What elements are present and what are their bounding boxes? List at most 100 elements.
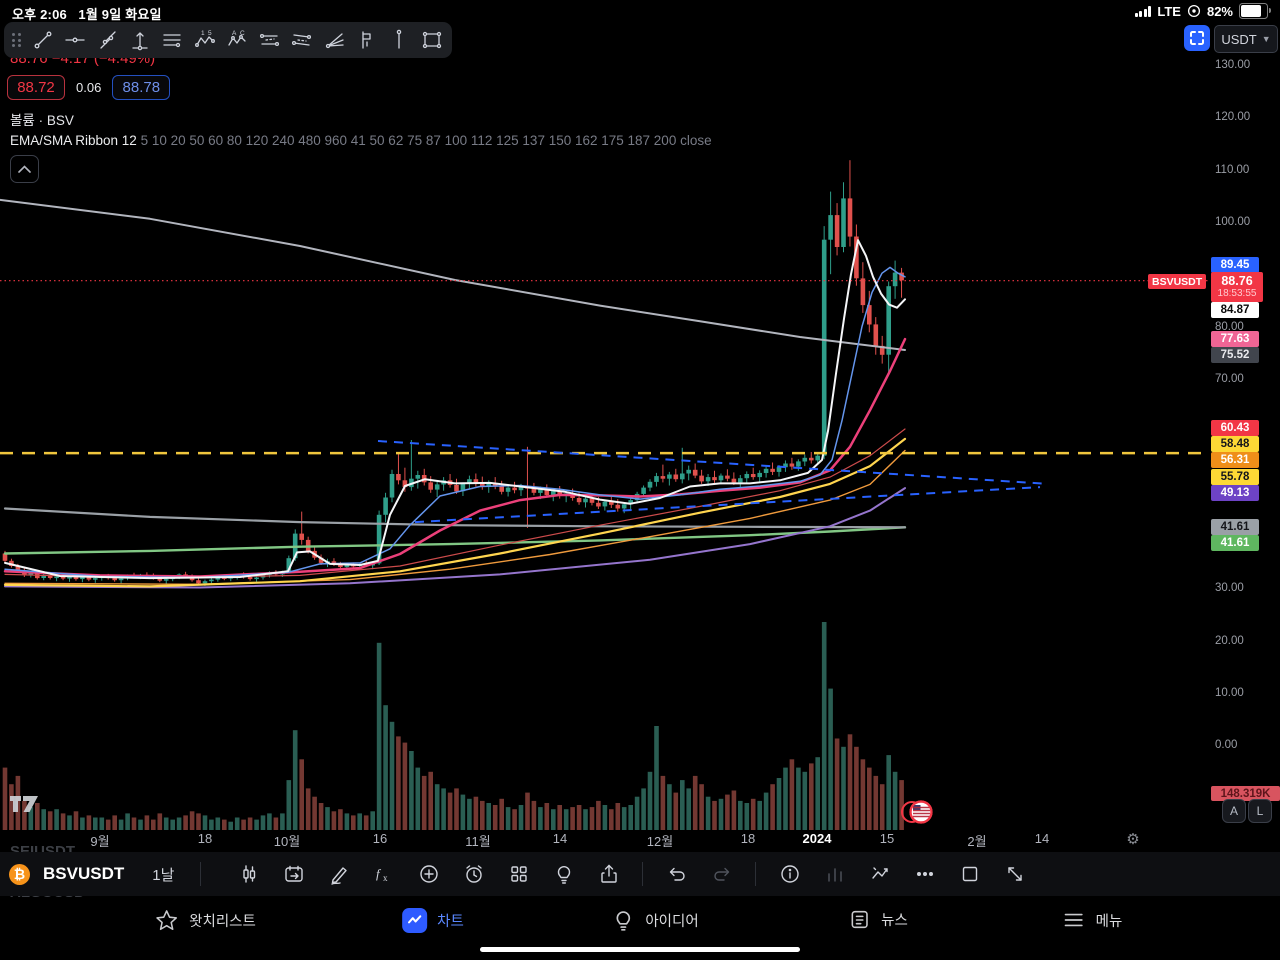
scale-button-a[interactable]: A: [1222, 799, 1246, 823]
trend-line-tool[interactable]: [29, 25, 57, 55]
nav-chart[interactable]: 차트: [402, 908, 464, 933]
alert-icon[interactable]: [462, 863, 485, 886]
divider: [642, 862, 644, 886]
layout-grid-icon[interactable]: [507, 863, 530, 886]
toolbar-drag-handle[interactable]: [12, 33, 21, 47]
multichart-icon[interactable]: [958, 863, 981, 886]
svg-text:f: f: [376, 866, 382, 881]
nav-menu-label: 메뉴: [1095, 913, 1123, 930]
bottom-navigation: 왓치리스트 차트 아이디어 뉴스 메뉴: [0, 898, 1280, 960]
vertical-arrow-tool[interactable]: [126, 25, 154, 55]
price-tick: 130.00: [1215, 59, 1251, 71]
time-tick: 9월: [90, 834, 110, 849]
divider: [200, 862, 202, 886]
horizontal-rays-tool[interactable]: [158, 25, 186, 55]
overlay-purple-ribbon: [4, 487, 906, 589]
nav-news[interactable]: 뉴스: [848, 908, 908, 931]
legend-collapse-button[interactable]: [10, 155, 39, 183]
news-icon: [851, 910, 868, 929]
scale-button-l[interactable]: L: [1248, 799, 1272, 823]
indicator-price-label: 58.48: [1211, 436, 1259, 452]
indicator-price-label: 55.78: [1211, 469, 1259, 485]
economic-event-flag-icon[interactable]: [901, 800, 933, 824]
ideas-bulb-icon[interactable]: [552, 863, 575, 886]
depth-chart-icon[interactable]: [823, 863, 846, 886]
ribbon-params: 5 10 20 50 60 80 120 240 480 960 41 50 6…: [136, 133, 712, 148]
overlay-green-ribbon: [3, 526, 907, 555]
redo-icon[interactable]: [710, 863, 733, 886]
horizontal-line-tool[interactable]: [61, 25, 89, 55]
volume-study-label[interactable]: 볼륨 · BSV: [10, 113, 74, 128]
volume-bars: [2, 622, 904, 830]
symbol-price-tag: BSVUSDT: [1148, 274, 1207, 289]
indicator-price-label: 89.45: [1211, 257, 1259, 273]
time-tick: 14: [552, 831, 568, 846]
tradingview-logo: [10, 796, 38, 812]
time-tick: 15: [879, 831, 895, 846]
expand-icon[interactable]: [1003, 863, 1026, 886]
dotted-channel-tool[interactable]: [255, 25, 283, 55]
indicator-price-label: 84.87: [1211, 302, 1259, 318]
pitchfan-tool[interactable]: [320, 25, 348, 55]
ribbon-study-label[interactable]: EMA/SMA Ribbon 12 5 10 20 50 60 80 120 2…: [10, 133, 712, 148]
price-tick: 30.00: [1215, 582, 1244, 594]
more-options-icon[interactable]: [913, 863, 936, 886]
time-axis[interactable]: ⚙ 9월 18 10월 16 11월 14 12월 18 2024 15 2월 14: [0, 828, 1280, 850]
price-tick: 70.00: [1215, 373, 1244, 385]
vertical-line-tool[interactable]: [385, 25, 413, 55]
time-tick: 18: [197, 831, 213, 846]
overlay-blue-ma: [4, 266, 906, 579]
add-icon[interactable]: [417, 863, 440, 886]
divider: [755, 862, 757, 886]
indicator-price-label: 41.61: [1211, 535, 1259, 551]
home-indicator[interactable]: [480, 947, 800, 952]
forecast-tool[interactable]: [353, 25, 381, 55]
draw-icon[interactable]: [327, 863, 350, 886]
info-icon[interactable]: [778, 863, 801, 886]
rectangle-tool[interactable]: [418, 25, 446, 55]
lightbulb-icon: [616, 911, 631, 931]
hamburger-icon: [1064, 913, 1083, 927]
ribbon-title: EMA/SMA Ribbon 12: [10, 133, 137, 148]
parallel-channel-tool[interactable]: [93, 25, 121, 55]
network-type: LTE: [1157, 3, 1181, 19]
undo-icon[interactable]: [665, 863, 688, 886]
price-tick: 80.00: [1215, 321, 1244, 333]
blue-trend-lower[interactable]: [414, 486, 1041, 524]
price-tick: 10.00: [1215, 687, 1244, 699]
nav-ideas[interactable]: 아이디어: [611, 908, 699, 932]
bar-countdown: 18:53:55: [1217, 288, 1257, 300]
magic-brush-icon[interactable]: [868, 863, 891, 886]
quote-currency-select[interactable]: USDT ▼: [1214, 25, 1278, 53]
time-tick: 2024: [802, 831, 832, 846]
time-tick: 2월: [967, 834, 987, 849]
indicator-price-label: 41.61: [1211, 519, 1259, 535]
last-price-tag: 88.76 18:53:55: [1211, 272, 1263, 302]
overlay-sma-long-gray: [0, 198, 906, 351]
last-price-value: 88.76: [1221, 273, 1253, 288]
chart-settings-gear-icon[interactable]: ⚙: [1126, 831, 1140, 848]
nav-watchlist[interactable]: 왓치리스트: [154, 908, 256, 933]
disjoint-channel-tool[interactable]: [288, 25, 316, 55]
bid-button[interactable]: 88.72: [7, 75, 65, 100]
price-tick: 0.00: [1215, 739, 1238, 751]
share-icon[interactable]: [597, 863, 620, 886]
price-chart[interactable]: [0, 0, 1280, 852]
interval-button[interactable]: 1날: [152, 866, 175, 884]
bar-replay-icon[interactable]: [282, 863, 305, 886]
time-tick: 16: [372, 831, 388, 846]
quote-currency-value: USDT: [1221, 31, 1257, 47]
chart-type-icon[interactable]: [237, 863, 260, 886]
overlay-yellow-ribbon: [3, 437, 907, 588]
overlay-white-fast-ma: [4, 239, 906, 580]
svg-text:x: x: [383, 873, 388, 883]
price-axis[interactable]: 130.00 120.00 110.00 100.00 80.00 70.00 30.00 2…: [1148, 24, 1280, 850]
symbol-button[interactable]: BSVUSDT: [43, 864, 125, 883]
nav-menu[interactable]: 메뉴: [1062, 908, 1123, 932]
ask-button[interactable]: 88.78: [112, 75, 171, 100]
fullscreen-button[interactable]: [1184, 25, 1210, 51]
